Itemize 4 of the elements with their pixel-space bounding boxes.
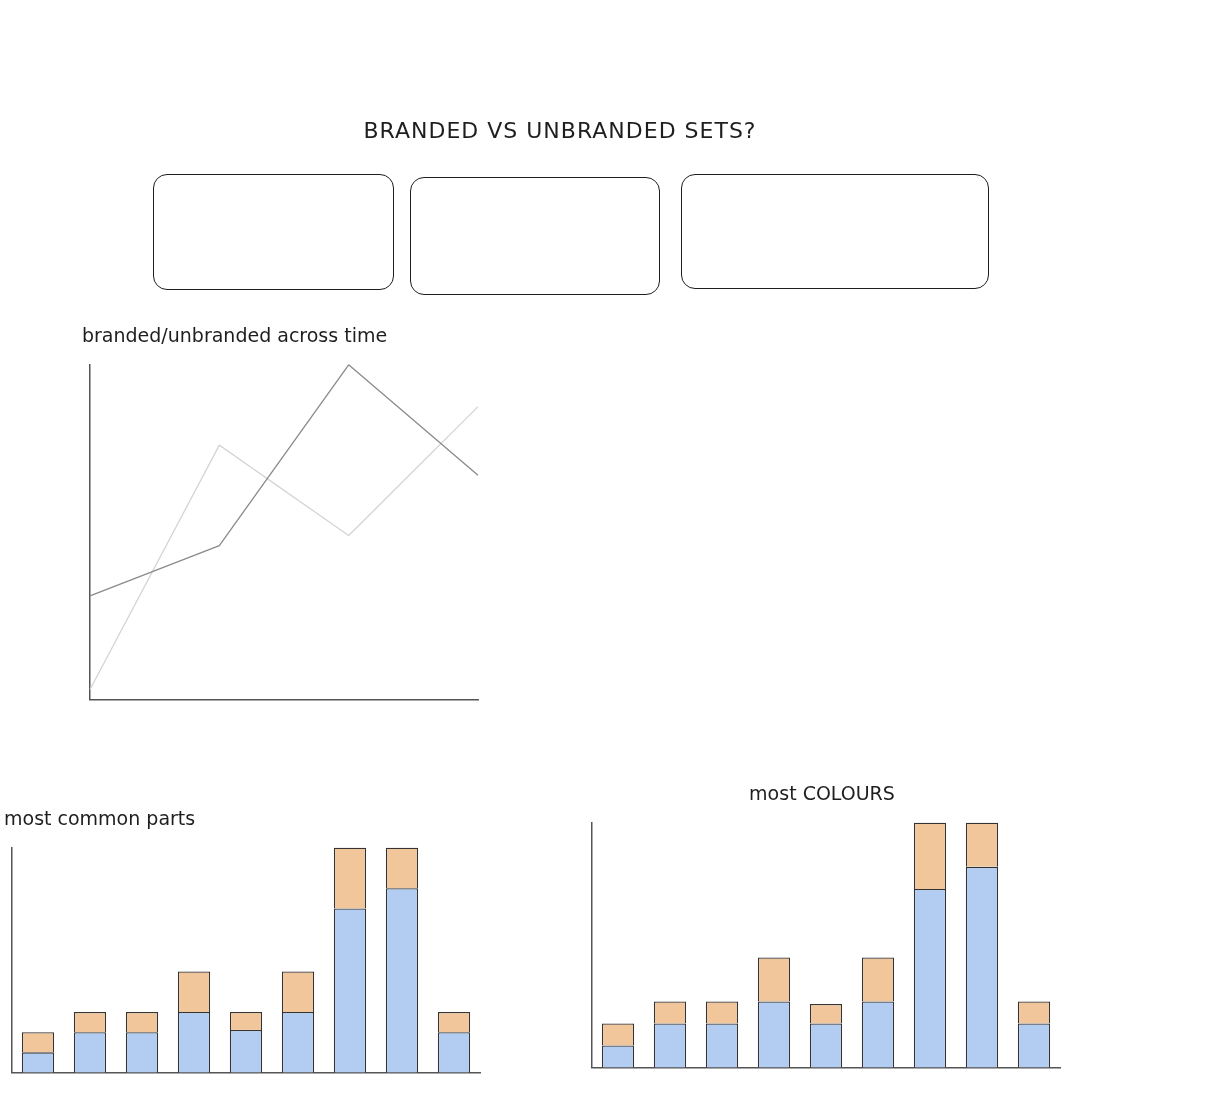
chart-title: branded/unbranded across time (82, 324, 388, 347)
chart-title: most COLOURS (749, 782, 895, 805)
chart-title: most common parts (4, 807, 196, 830)
text: BRANDED VS UNBRANDED SETS? (362, 118, 758, 143)
